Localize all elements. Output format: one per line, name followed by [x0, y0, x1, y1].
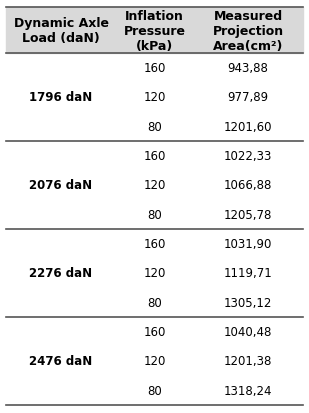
Text: 160: 160: [143, 150, 166, 163]
Text: 1031,90: 1031,90: [224, 237, 272, 250]
Text: 120: 120: [143, 179, 166, 192]
Text: 1796 daN: 1796 daN: [29, 91, 93, 104]
Text: 160: 160: [143, 237, 166, 250]
Text: 943,88: 943,88: [227, 62, 269, 75]
Text: 1066,88: 1066,88: [224, 179, 272, 192]
Text: 977,89: 977,89: [227, 91, 269, 104]
Text: 1022,33: 1022,33: [224, 150, 272, 163]
Text: 1119,71: 1119,71: [224, 267, 272, 280]
Text: 2276 daN: 2276 daN: [29, 267, 93, 280]
Text: Dynamic Axle
Load (daN): Dynamic Axle Load (daN): [14, 17, 108, 45]
Text: 1201,38: 1201,38: [224, 354, 272, 368]
Text: 1201,60: 1201,60: [224, 121, 272, 133]
Bar: [6, 8, 303, 54]
Text: 80: 80: [147, 208, 162, 221]
Text: 160: 160: [143, 62, 166, 75]
Text: 80: 80: [147, 296, 162, 309]
Text: 120: 120: [143, 91, 166, 104]
Text: 80: 80: [147, 121, 162, 133]
Text: 1318,24: 1318,24: [224, 384, 272, 396]
Text: 1205,78: 1205,78: [224, 208, 272, 221]
Text: 80: 80: [147, 384, 162, 396]
Text: 1305,12: 1305,12: [224, 296, 272, 309]
Text: Measured
Projection
Area(cm²): Measured Projection Area(cm²): [212, 9, 283, 52]
Text: Inflation
Pressure
(kPa): Inflation Pressure (kPa): [124, 9, 185, 52]
Text: 2476 daN: 2476 daN: [29, 354, 93, 368]
Text: 160: 160: [143, 325, 166, 338]
Text: 120: 120: [143, 354, 166, 368]
Text: 2076 daN: 2076 daN: [29, 179, 93, 192]
Text: 120: 120: [143, 267, 166, 280]
Text: 1040,48: 1040,48: [224, 325, 272, 338]
